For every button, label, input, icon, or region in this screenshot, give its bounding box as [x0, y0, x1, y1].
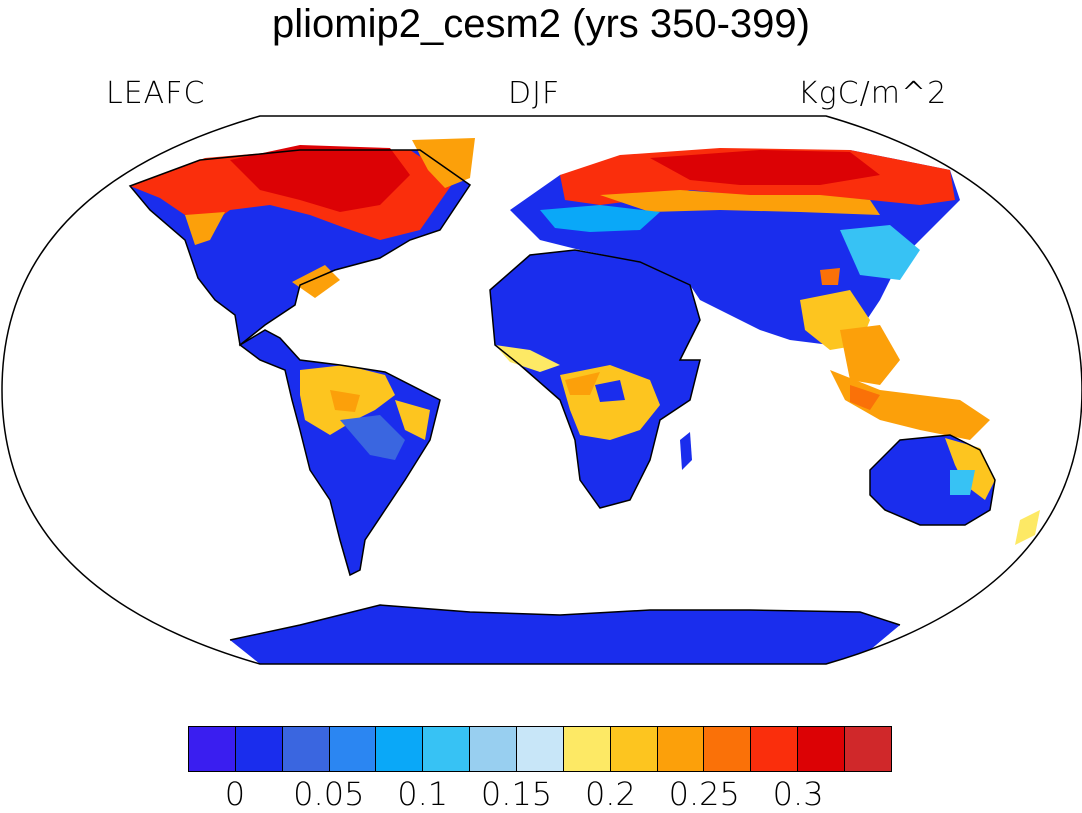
colorbar-swatch [563, 727, 611, 771]
colorbar-ticks: 0 0.05 0.1 0.15 0.2 0.25 0.3 [0, 775, 1082, 813]
australia-coastline [869, 434, 996, 526]
colorbar-swatch [189, 727, 236, 771]
north-america-region [130, 140, 470, 345]
colorbar-swatch [282, 727, 330, 771]
colorbar [188, 726, 892, 772]
north-america-coastline [128, 149, 472, 347]
map-title: pliomip2_cesm2 (yrs 350-399) [271, 2, 810, 46]
colorbar-swatch [751, 727, 799, 771]
colorbar-swatch [470, 727, 518, 771]
colorbar-tick-label: 0.15 [480, 775, 553, 813]
borneo-region [850, 385, 880, 410]
season-label: DJF [508, 76, 561, 111]
colorbar-swatch [517, 727, 564, 771]
colorbar-tick-label: 0.2 [584, 775, 636, 813]
south-america-coastline [238, 329, 441, 577]
colorbar-tick-label: 0.3 [772, 775, 824, 813]
colorbar-swatch [798, 727, 846, 771]
colorbar-swatch [845, 727, 891, 771]
colorbar-swatch [423, 727, 471, 771]
colorbar-swatch [704, 727, 752, 771]
colorbar-swatch [657, 727, 705, 771]
colorbar-tick-label: 0.05 [293, 775, 365, 813]
units-label: KgC/m^2 [798, 76, 948, 111]
antarctica-region [230, 605, 900, 664]
africa-coastline [489, 249, 701, 509]
world-map [1, 115, 1082, 665]
indonesia-region [830, 370, 990, 440]
colorbar-tick-label: 0 [224, 775, 246, 813]
colorbar-tick-label: 0.1 [397, 775, 449, 813]
colorbar-swatch [376, 727, 424, 771]
eurasia-region [510, 148, 960, 385]
new-zealand-region [1015, 510, 1040, 545]
madagascar-region [680, 432, 692, 470]
greenland-region [412, 138, 475, 188]
colorbar-swatch [610, 727, 658, 771]
colorbar-swatch [329, 727, 377, 771]
colorbar-swatch [235, 727, 283, 771]
map-border [1, 115, 1082, 665]
antarctica-coastline [229, 604, 901, 641]
africa-region [490, 250, 700, 508]
variable-label: LEAFC [106, 76, 206, 111]
colorbar-tick-label: 0.25 [668, 775, 740, 813]
